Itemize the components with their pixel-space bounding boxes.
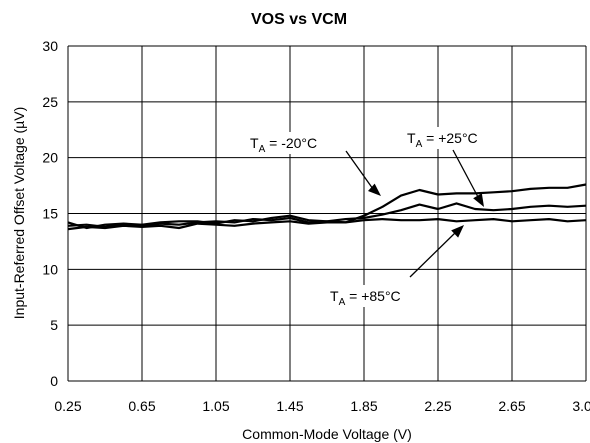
label-background: [326, 285, 430, 307]
arrow-line: [409, 231, 457, 278]
grid: [67, 45, 587, 382]
y-tick-label: 0: [50, 373, 58, 389]
y-tick-label: 20: [42, 150, 58, 166]
x-tick-label: 1.45: [276, 398, 303, 414]
label-plus85c: TA = +85°C: [330, 288, 401, 308]
label-plus25c: TA = +25°C: [407, 130, 478, 150]
x-tick-labels: 0.25 0.65 1.05 1.45 1.85 2.25 2.65 3.05: [54, 398, 590, 414]
series-line-plus85c: [67, 218, 587, 231]
label-subscript: A: [339, 297, 346, 308]
y-tick-label: 5: [50, 317, 58, 333]
label-main: T: [330, 288, 339, 304]
x-tick-label: 1.05: [202, 398, 229, 414]
y-tick-label: 30: [42, 38, 58, 54]
x-tick-label: 1.85: [350, 398, 377, 414]
chart-title: VOS vs VCM: [251, 11, 347, 28]
y-tick-label: 15: [42, 206, 58, 222]
x-tick-label: 2.65: [498, 398, 525, 414]
y-axis-title: Input-Referred Offset Voltage (µV): [11, 107, 27, 319]
label-main: T: [250, 135, 259, 151]
arrowhead-icon: [451, 225, 464, 238]
label-minus20c: TA = -20°C: [250, 135, 317, 155]
x-tick-label: 3.05: [572, 398, 590, 414]
label-background: [246, 132, 350, 154]
series-line-plus25c: [67, 202, 587, 230]
series-group: [67, 183, 587, 231]
arrow-line: [345, 150, 374, 190]
x-tick-label: 2.25: [424, 398, 451, 414]
x-axis-title: Common-Mode Voltage (V): [242, 426, 412, 442]
label-subscript: A: [259, 144, 266, 155]
annotations: TA = -20°C TA = +25°CTA = +85°C: [246, 127, 507, 308]
y-tick-label: 10: [42, 261, 58, 277]
y-tick-labels: 0 5 10 15 20 25 30: [42, 38, 58, 389]
label-rest: = +25°C: [422, 130, 477, 146]
arrow-line: [452, 149, 479, 198]
x-tick-label: 0.65: [128, 398, 155, 414]
arrowhead-icon: [367, 183, 381, 196]
y-tick-label: 25: [42, 94, 58, 110]
label-background: [403, 127, 507, 149]
x-tick-label: 0.25: [54, 398, 81, 414]
label-rest: = +85°C: [345, 288, 400, 304]
label-rest: = -20°C: [265, 135, 317, 151]
label-subscript: A: [416, 139, 423, 150]
label-main: T: [407, 130, 416, 146]
arrowhead-icon: [473, 193, 484, 207]
